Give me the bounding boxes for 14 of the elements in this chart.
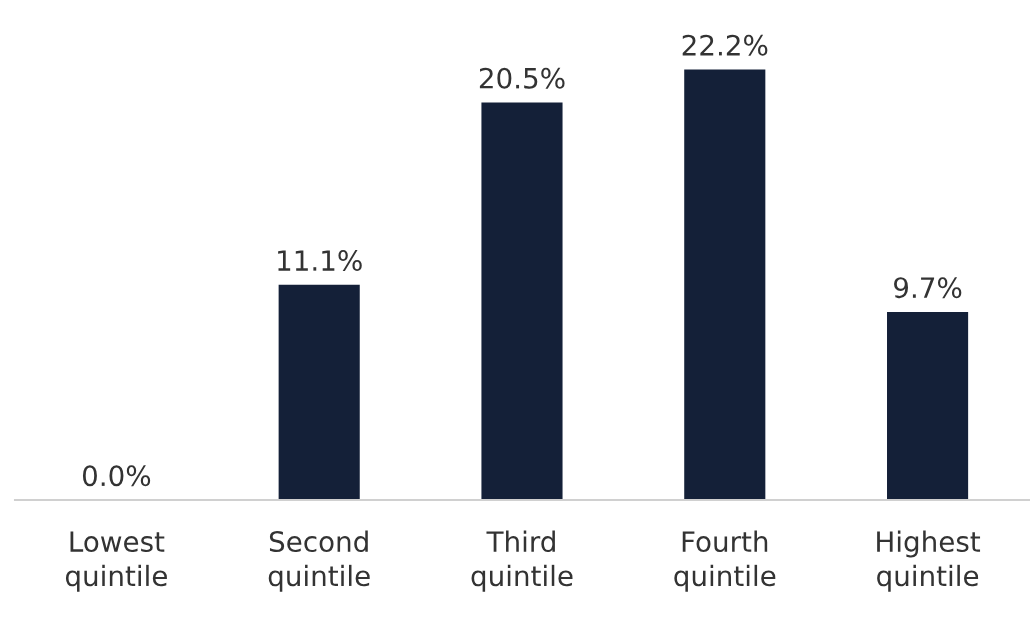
x-tick-label: Second quintile [268, 530, 370, 592]
x-tick-label: Highest quintile [877, 530, 981, 592]
bar [278, 284, 360, 500]
data-label: 11.1% [278, 250, 362, 272]
data-label: 0.0% [82, 465, 151, 487]
x-tick-label: Lowest quintile [65, 531, 167, 592]
data-label: 20.5% [479, 67, 565, 89]
data-label: 22.2% [682, 34, 768, 56]
bar [684, 69, 766, 500]
bar [887, 311, 969, 500]
x-tick-label: Fourth quintile [674, 530, 776, 592]
bar [481, 102, 563, 500]
data-label: 9.7% [894, 277, 962, 299]
x-tick-label: Third quintile [471, 530, 573, 592]
